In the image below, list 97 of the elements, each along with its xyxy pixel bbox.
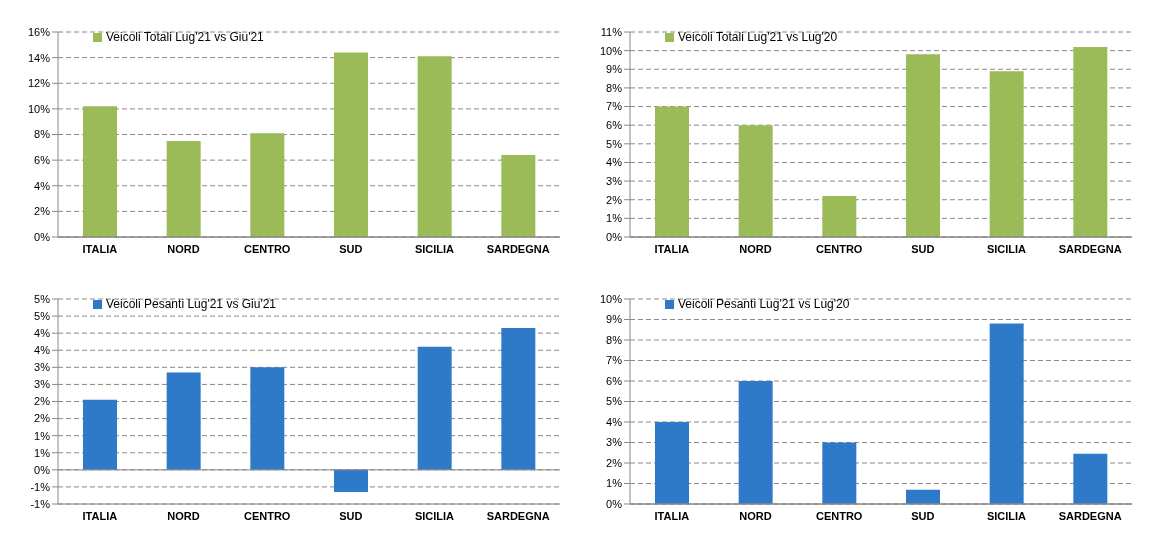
bar bbox=[906, 489, 940, 504]
y-tick-label: 6% bbox=[34, 154, 51, 167]
y-tick-label: 3% bbox=[34, 378, 51, 391]
bar bbox=[501, 328, 536, 470]
y-tick-label: -1% bbox=[30, 480, 51, 493]
y-tick-label: 16% bbox=[27, 25, 51, 38]
y-tick-label: 2% bbox=[606, 456, 623, 469]
y-tick-label: 7% bbox=[606, 100, 623, 113]
x-tick-label: SARDEGNA bbox=[1058, 509, 1122, 522]
x-tick-label: SARDEGNA bbox=[1058, 242, 1122, 255]
y-tick-label: 10% bbox=[599, 292, 623, 305]
bar bbox=[906, 54, 940, 237]
bar bbox=[417, 56, 452, 237]
y-tick-label: 3% bbox=[34, 361, 51, 374]
bar bbox=[417, 346, 452, 470]
y-tick-label: 8% bbox=[606, 333, 623, 346]
y-tick-label: 12% bbox=[27, 77, 51, 90]
y-tick-label: 6% bbox=[606, 374, 623, 387]
y-tick-label: 3% bbox=[606, 175, 623, 187]
bar bbox=[655, 106, 689, 237]
bar bbox=[166, 372, 201, 470]
y-tick-label: 0% bbox=[34, 463, 51, 476]
x-tick-label: NORD bbox=[167, 509, 200, 522]
bar bbox=[83, 399, 117, 470]
bar bbox=[822, 196, 857, 237]
y-tick-label: 3% bbox=[606, 436, 623, 449]
x-tick-label: SICILIA bbox=[414, 242, 455, 255]
bar bbox=[655, 422, 689, 504]
y-tick-label: 9% bbox=[606, 63, 623, 76]
bar bbox=[250, 133, 285, 237]
x-tick-label: ITALIA bbox=[82, 509, 118, 522]
x-tick-label: SUD bbox=[339, 509, 363, 522]
y-tick-label: 8% bbox=[606, 81, 623, 94]
y-tick-label: 2% bbox=[34, 205, 51, 218]
y-tick-label: 4% bbox=[606, 156, 623, 169]
y-tick-label: 5% bbox=[606, 137, 623, 150]
y-tick-label: 14% bbox=[27, 51, 51, 64]
x-tick-label: ITALIA bbox=[654, 509, 690, 522]
y-tick-label: 1% bbox=[34, 429, 51, 442]
bar bbox=[822, 442, 857, 504]
y-tick-label: 4% bbox=[34, 327, 51, 340]
y-tick-label: -1% bbox=[30, 497, 51, 510]
x-tick-label: NORD bbox=[739, 242, 772, 255]
bar bbox=[83, 106, 117, 237]
bar bbox=[1073, 46, 1108, 237]
y-tick-label: 1% bbox=[606, 477, 623, 490]
bar bbox=[250, 367, 285, 470]
y-tick-label: 6% bbox=[606, 119, 623, 132]
legend-label: Veicoli Totali Lug'21 vs Lug'20 bbox=[678, 30, 838, 44]
y-tick-label: 1% bbox=[34, 446, 51, 459]
bar bbox=[501, 155, 536, 237]
x-tick-label: CENTRO bbox=[815, 509, 863, 522]
y-tick-label: 11% bbox=[600, 25, 623, 38]
y-tick-label: 1% bbox=[606, 212, 623, 225]
legend-label: Veicoli Totali Lug'21 vs Giu'21 bbox=[106, 30, 264, 44]
x-tick-label: CENTRO bbox=[815, 242, 863, 255]
y-tick-label: 5% bbox=[34, 292, 51, 305]
x-tick-label: SICILIA bbox=[414, 509, 455, 522]
x-tick-label: CENTRO bbox=[243, 242, 291, 255]
y-tick-label: 8% bbox=[34, 128, 51, 141]
bar bbox=[166, 140, 201, 237]
y-tick-label: 10% bbox=[599, 44, 623, 57]
y-tick-label: 4% bbox=[34, 179, 51, 192]
x-tick-label: SARDEGNA bbox=[486, 509, 550, 522]
y-tick-label: 0% bbox=[606, 497, 623, 510]
x-tick-label: SUD bbox=[911, 509, 935, 522]
x-tick-label: SICILIA bbox=[986, 509, 1027, 522]
x-tick-label: NORD bbox=[739, 509, 772, 522]
y-tick-label: 5% bbox=[34, 309, 51, 322]
y-tick-label: 9% bbox=[606, 313, 623, 326]
bar bbox=[989, 71, 1024, 237]
bar bbox=[1073, 453, 1108, 504]
legend-label: Veicoli Pesanti Lug'21 vs Giu'21 bbox=[106, 297, 277, 311]
x-tick-label: SICILIA bbox=[986, 242, 1027, 255]
bar bbox=[738, 125, 773, 237]
x-tick-label: SUD bbox=[911, 242, 935, 255]
y-tick-label: 0% bbox=[34, 230, 51, 243]
x-tick-label: ITALIA bbox=[82, 242, 118, 255]
y-tick-label: 0% bbox=[606, 230, 623, 243]
y-tick-label: 10% bbox=[27, 102, 51, 115]
y-tick-label: 2% bbox=[34, 395, 51, 408]
y-tick-label: 5% bbox=[606, 395, 623, 408]
y-tick-label: 4% bbox=[34, 344, 51, 357]
y-tick-label: 7% bbox=[606, 354, 623, 367]
y-tick-label: 2% bbox=[34, 412, 51, 425]
bar bbox=[334, 52, 368, 237]
y-tick-label: 4% bbox=[606, 415, 623, 428]
x-tick-label: NORD bbox=[167, 242, 200, 255]
x-tick-label: CENTRO bbox=[243, 509, 291, 522]
bar bbox=[334, 469, 368, 493]
bar bbox=[989, 323, 1024, 504]
bar bbox=[738, 381, 773, 504]
x-tick-label: SUD bbox=[339, 242, 363, 255]
y-tick-label: 2% bbox=[606, 193, 623, 206]
legend-label: Veicoli Pesanti Lug'21 vs Lug'20 bbox=[678, 297, 850, 311]
x-tick-label: ITALIA bbox=[654, 242, 690, 255]
x-tick-label: SARDEGNA bbox=[486, 242, 550, 255]
